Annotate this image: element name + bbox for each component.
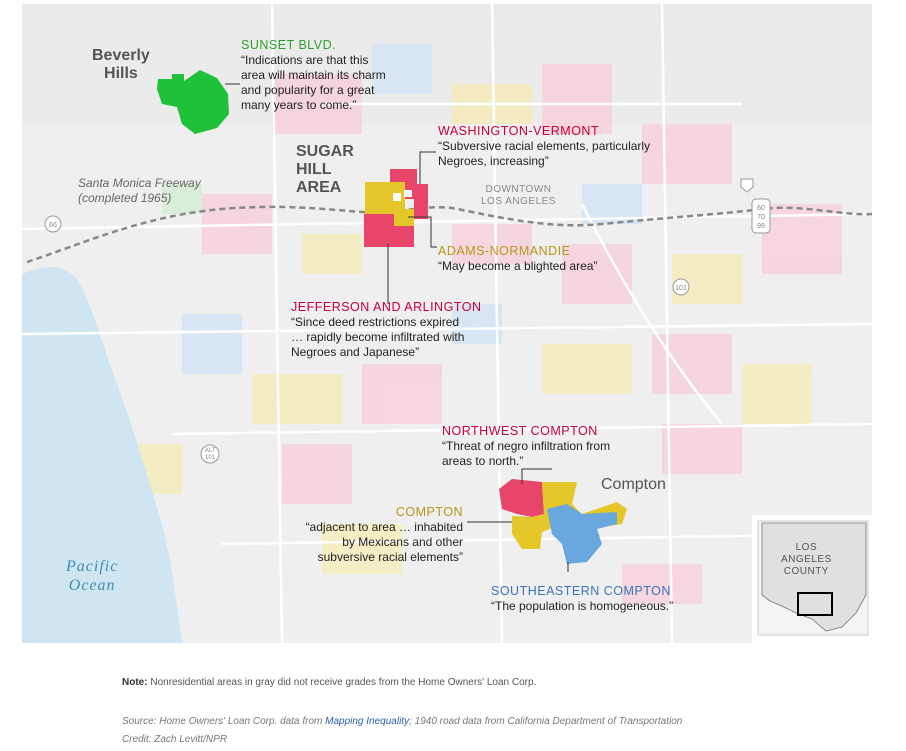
note-label: Note:	[122, 677, 148, 688]
shield-66-icon: 66	[44, 215, 62, 233]
svg-text:101: 101	[675, 285, 687, 292]
sunset-blvd-district	[157, 70, 229, 134]
ocean-line-2: Ocean	[68, 577, 116, 594]
freeway-line-2: (completed 1965)	[78, 191, 172, 205]
mapping-inequality-link[interactable]: Mapping Inequality	[325, 716, 410, 727]
svg-text:66: 66	[49, 222, 57, 229]
jefferson-arlington-district	[364, 214, 414, 247]
downtown-line-1: DOWNTOWN	[485, 184, 552, 195]
downtown-line-2: LOS ANGELES	[481, 196, 556, 207]
inset-label-line-1: LOS	[795, 542, 818, 553]
beverly-hills-label: Beverly Hills	[92, 47, 150, 83]
sunset-line-3: and popularity for a great	[241, 83, 375, 97]
pacific-ocean-label: Pacific Ocean	[66, 557, 118, 595]
beverly-label-line-1: Beverly	[92, 47, 150, 64]
compton-title: COMPTON	[395, 505, 463, 519]
inset-label-line-3: COUNTY	[783, 566, 829, 577]
credit: Credit: Zach Levitt/NPR	[122, 734, 228, 745]
compton-line-3: subversive racial elements”	[317, 550, 463, 564]
inset-map: LOS ANGELES COUNTY	[752, 515, 872, 643]
adams-title: ADAMS-NORMANDIE	[438, 244, 571, 258]
freeway-label: Santa Monica Freeway (completed 1965)	[78, 176, 201, 206]
jefferson-line-1: “Since deed restrictions expired	[291, 315, 460, 329]
northwest-compton-district	[499, 479, 544, 517]
adams-annotation: ADAMS-NORMANDIE “May become a blighted a…	[438, 244, 597, 274]
compton-line-1: “adjacent to area … inhabited	[305, 520, 463, 534]
svg-text:101: 101	[205, 455, 216, 461]
se-compton-title: SOUTHEASTERN COMPTON	[491, 584, 671, 598]
inset-highlight-box	[797, 592, 833, 616]
svg-text:70: 70	[757, 214, 765, 221]
sugar-hill-line-1: SUGAR	[296, 143, 354, 160]
source-line: Source: Home Owners' Loan Corp. data fro…	[122, 713, 682, 731]
nw-compton-line-2: areas to north.”	[442, 454, 524, 468]
compton-annotation: COMPTON “adjacent to area … inhabited by…	[278, 505, 463, 565]
ocean-line-1: Pacific	[66, 558, 119, 575]
jefferson-title: JEFFERSON AND ARLINGTON	[291, 300, 482, 314]
sugar-hill-line-3: AREA	[296, 179, 342, 196]
jefferson-line-2: … rapidly become infiltrated with	[291, 330, 465, 344]
ocean	[22, 267, 182, 643]
sunset-line-1: “Indications are that this	[241, 53, 369, 67]
note: Note: Nonresidential areas in gray did n…	[122, 677, 536, 688]
roads	[22, 4, 872, 643]
sugar-hill-label: SUGAR HILL AREA	[296, 143, 354, 197]
southeastern-compton-district	[547, 504, 617, 564]
sunset-line-2: area will maintain its charm	[241, 68, 386, 82]
note-text: Nonresidential areas in gray did not rec…	[150, 677, 537, 688]
source-prefix: Source: Home Owners' Loan Corp. data fro…	[122, 716, 326, 727]
sunset-line-4: many years to come.”	[241, 98, 357, 112]
shield-101-icon: 101	[672, 278, 690, 296]
compton-line-2: by Mexicans and other	[342, 535, 463, 549]
source: Source: Home Owners' Loan Corp. data fro…	[122, 713, 682, 749]
se-compton-annotation: SOUTHEASTERN COMPTON “The population is …	[491, 584, 673, 614]
inset-label-line-2: ANGELES	[781, 554, 832, 565]
compton-place-label: Compton	[601, 476, 666, 493]
sugar-hill-line-2: HILL	[296, 161, 332, 178]
shield-10-icon	[740, 178, 754, 193]
jefferson-annotation: JEFFERSON AND ARLINGTON “Since deed rest…	[291, 300, 481, 360]
adams-line-1: “May become a blighted area”	[438, 259, 598, 273]
nw-compton-line-1: “Threat of negro infiltration from	[442, 439, 611, 453]
beverly-label-line-2: Hills	[104, 65, 138, 82]
washington-annotation: WASHINGTON-VERMONT “Subversive racial el…	[438, 124, 650, 169]
washington-line-2: Negroes, increasing”	[438, 154, 549, 168]
jefferson-line-3: Negroes and Japanese”	[291, 345, 420, 359]
svg-text:60: 60	[757, 205, 765, 212]
se-compton-line-1: “The population is homogeneous.”	[491, 599, 674, 613]
nw-compton-annotation: NORTHWEST COMPTON “Threat of negro infil…	[442, 424, 610, 469]
downtown-label: DOWNTOWN LOS ANGELES	[481, 184, 556, 208]
svg-text:ALT: ALT	[205, 448, 216, 454]
washington-title: WASHINGTON-VERMONT	[438, 124, 600, 138]
shield-60-icon: 60 70 99	[751, 198, 771, 234]
svg-text:99: 99	[757, 223, 765, 230]
freeway-line-1: Santa Monica Freeway	[78, 176, 201, 190]
washington-line-1: “Subversive racial elements, particularl…	[438, 139, 651, 153]
inset-county-label: LOS ANGELES COUNTY	[781, 542, 832, 578]
sunset-annotation: SUNSET BLVD. “Indications are that this …	[241, 38, 386, 113]
nw-compton-title: NORTHWEST COMPTON	[442, 424, 598, 438]
sunset-title: SUNSET BLVD.	[241, 38, 337, 52]
source-suffix: ; 1940 road data from California Departm…	[409, 716, 683, 727]
